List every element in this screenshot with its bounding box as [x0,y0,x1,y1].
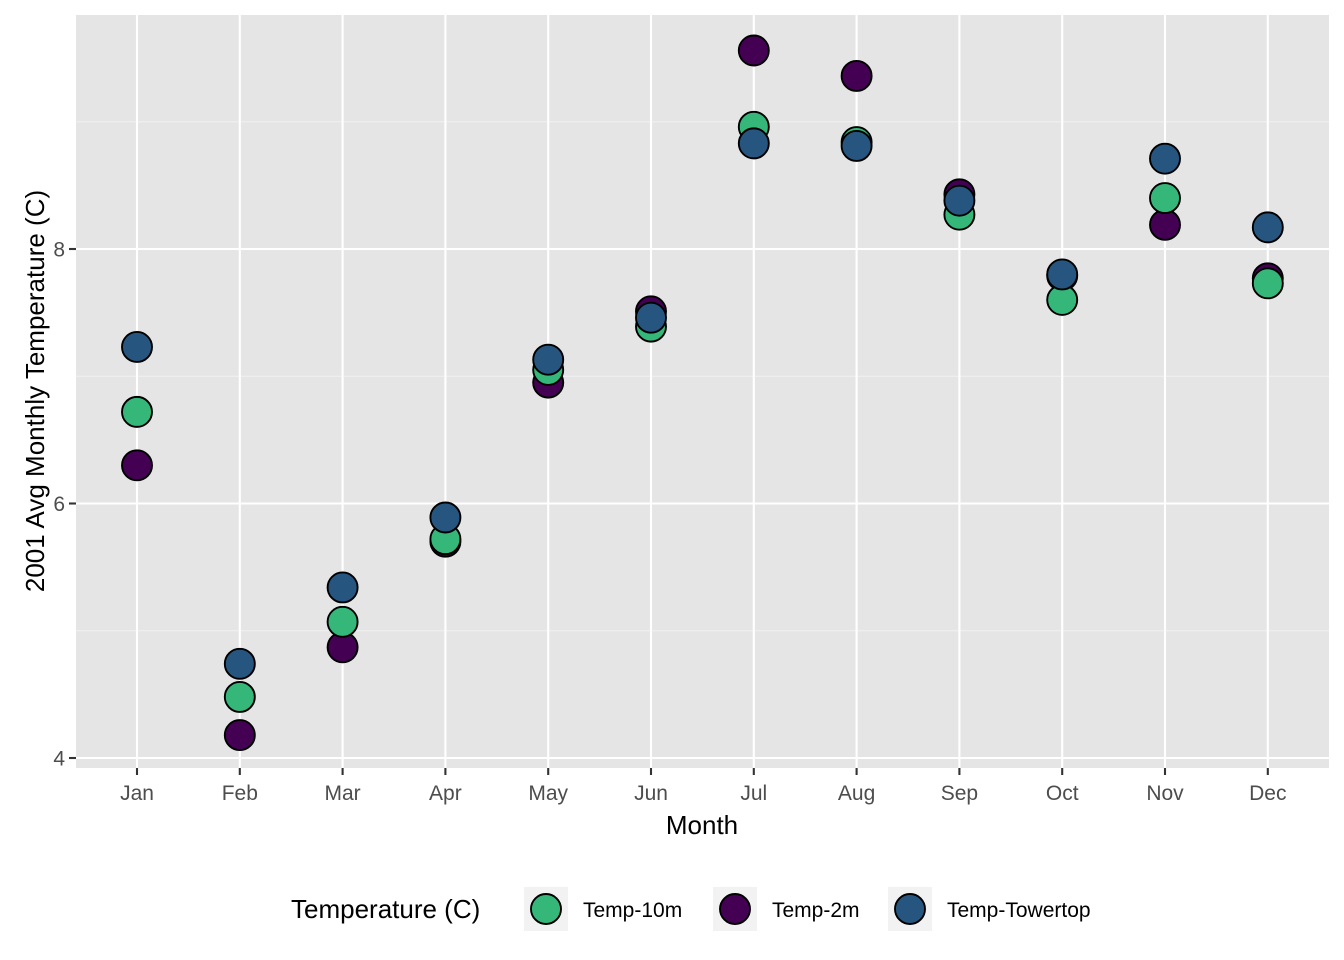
legend-label-temp-10m: Temp-10m [583,899,682,922]
x-tick-label: Sep [941,782,978,805]
x-tick-label: Nov [1146,782,1184,805]
y-axis-title: 2001 Avg Monthly Temperature (C) [20,190,50,592]
legend-key-temp-10m [530,893,562,925]
point-temp-10m [223,680,256,713]
legend-label-temp-2m: Temp-2m [772,899,860,922]
point-temp-10m [1251,267,1284,300]
x-tick-label: Dec [1249,782,1286,805]
point-temp-towertop [326,571,359,604]
point-temp-10m [121,395,153,428]
point-temp-towertop [635,301,667,334]
legend: Temperature (C) Temp-10m Temp-2m Temp-Towe… [291,887,1091,931]
y-axis: 4 6 8 [53,239,76,771]
x-axis-title: Month [666,810,738,840]
major-gridlines [76,15,1329,768]
point-temp-towertop [737,127,770,160]
x-tick-label: Jan [120,782,154,805]
point-temp-10m [1149,182,1181,215]
x-tick-label: Apr [429,782,462,805]
point-temp-2m [840,59,873,92]
x-tick-label: Jul [740,782,767,805]
legend-key-temp-2m [719,893,751,925]
legend-label-temp-towertop: Temp-Towertop [947,899,1091,922]
x-tick-label: Mar [325,782,361,805]
x-tick-label: Jun [634,782,668,805]
plot-panel [76,15,1329,768]
point-temp-towertop [121,331,153,363]
y-tick-label: 4 [53,748,65,771]
point-temp-towertop [1149,142,1181,175]
point-temp-2m [737,34,770,67]
point-temp-2m [223,719,256,752]
point-temp-towertop [429,501,462,534]
point-temp-towertop [1251,211,1284,244]
y-tick-label: 8 [53,239,65,262]
x-tick-label: Aug [838,782,875,805]
legend-title: Temperature (C) [291,894,480,924]
x-tick-label: Feb [222,782,258,805]
x-axis: Jan Feb Mar Apr May Jun Jul Aug Sep Oct Nov Dec [120,768,1286,805]
point-temp-2m [1149,208,1181,241]
point-temp-2m [121,449,153,482]
point-temp-towertop [943,184,976,217]
x-tick-label: Oct [1046,782,1079,805]
point-temp-towertop [223,647,256,680]
point-temp-towertop [840,129,873,162]
data-points [121,34,1284,752]
point-temp-towertop [532,343,565,376]
legend-key-temp-towertop [894,893,926,925]
point-temp-10m [326,605,359,638]
x-tick-label: May [528,782,568,805]
point-temp-towertop [1046,258,1079,291]
minor-gridlines [76,121,1329,632]
y-tick-label: 6 [53,493,65,516]
